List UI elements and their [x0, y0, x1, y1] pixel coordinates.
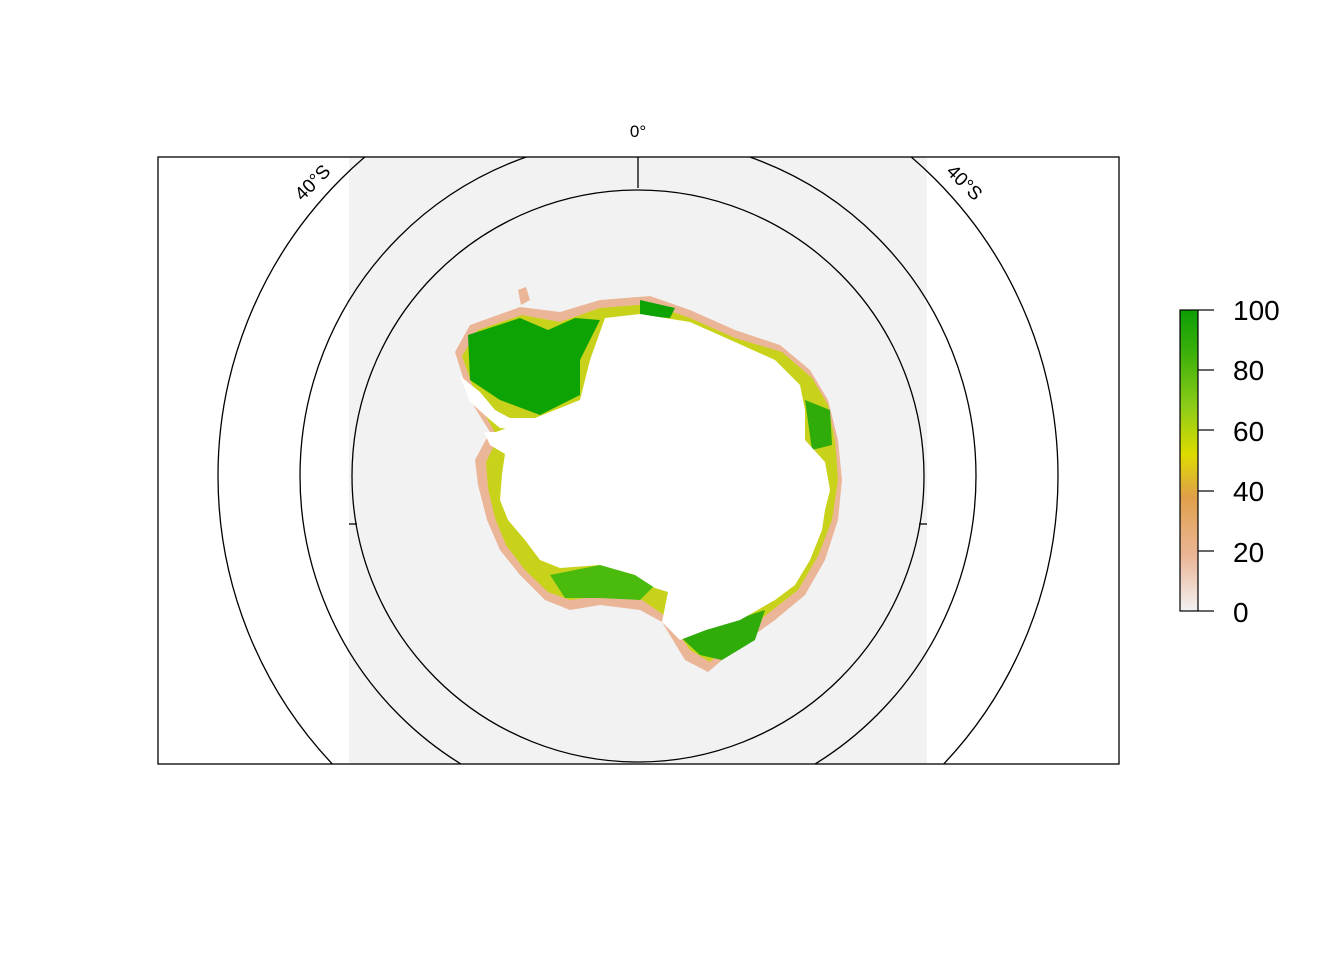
latitude-circle: [351, 189, 925, 763]
legend-tick-label: 60: [1233, 416, 1264, 447]
antarctica-landmass: [484, 314, 830, 640]
east-sector-ice: [550, 565, 655, 600]
colorbar-legend: 100 80 60 40 20 0: [1179, 295, 1280, 628]
meridian-label: 0°: [630, 122, 646, 141]
graticule: [217, 157, 1059, 764]
small-floe: [518, 287, 530, 305]
colorbar-ticks: [1198, 309, 1214, 612]
legend-tick-label: 0: [1233, 597, 1249, 628]
plot-frame: [157, 156, 1120, 765]
legend-tick-label: 20: [1233, 537, 1264, 568]
antarctic-peninsula: [460, 376, 535, 430]
ross-sea-ice: [675, 610, 765, 660]
parallel-label-left: 40°S: [291, 161, 335, 205]
north-sector-ice: [640, 300, 675, 318]
latitude-circle-40s: [299, 157, 977, 764]
colorbar: [1179, 309, 1199, 612]
legend-tick-label: 40: [1233, 476, 1264, 507]
east-sector-ice: [805, 400, 832, 450]
parallel-label-right: 40°S: [942, 161, 986, 205]
latitude-circle: [217, 157, 1059, 764]
weddell-sea-ice: [468, 318, 600, 415]
legend-tick-label: 80: [1233, 355, 1264, 386]
legend-tick-label: 100: [1233, 295, 1280, 326]
